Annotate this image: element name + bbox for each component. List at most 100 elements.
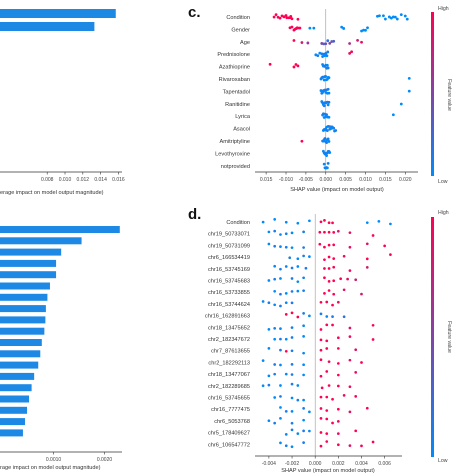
panel-c-point [326,50,330,54]
panel-d-point [279,416,282,420]
panel-d-point [290,428,294,432]
panel-d-point [383,244,386,248]
panel-c-point [324,42,328,46]
panel-d-point [354,395,358,398]
panel-d-point [331,303,334,307]
panel-d-point [342,315,346,319]
panel-c-point [364,28,367,32]
panel-d-point [261,220,265,224]
panel-d-point [365,242,369,246]
panel-d-point [273,218,277,221]
panel-d-point [296,265,300,268]
panel-d-point [267,301,271,305]
panel-d-point [371,323,375,327]
panel-d-point [336,407,340,411]
panel-c-point [407,89,411,93]
panel-d-point [389,222,392,226]
panel-d-point [273,396,277,399]
panel-c-point [360,40,363,44]
panel-d-point [325,323,329,327]
panel-b-xticks: 0.0010 0.0020 [46,452,112,463]
panel-d-xtick-label: 0.006 [378,461,391,467]
panel-d-point [354,348,358,352]
panel-c-xtick-label: 0.020 [399,177,412,183]
panel-b-bars [0,226,120,437]
panel-d-point [284,245,288,249]
panel-c-point [325,113,328,117]
panel-c-colorbar [431,12,434,176]
panel-d-point [348,410,352,414]
panel-d-point [302,276,305,280]
panel-d-point [290,266,294,270]
panel-d-point [267,374,271,378]
panel-b-bar [0,293,48,301]
panel-c-point [326,39,330,43]
panel-d-point [296,280,300,284]
panel-d-point [267,242,271,246]
panel-c-point [366,26,369,30]
panel-b-bar [0,384,32,392]
panel-d-feature-label: chr2_182289685 [208,384,250,390]
panel-d-point [365,257,369,261]
panel-c-point [328,151,332,154]
panel-a-bar-chart: 0.008 0.010 0.012 0.014 0.016 erage impact o… [0,9,125,196]
panel-d-point [319,220,323,224]
panel-c-point [282,15,286,19]
panel-a-xtick-label: 0.016 [112,177,125,183]
panel-d-point [302,230,305,234]
panel-c-point [325,54,329,58]
panel-d-point [267,346,271,350]
panel-a-xtick-label: 0.012 [77,177,90,183]
panel-d-point [325,370,329,373]
panel-d-colorbar-low: Low [438,458,448,464]
panel-c-point [327,140,331,143]
panel-d-xtick-label: 0.004 [355,461,368,467]
panel-c-point [268,62,272,66]
panel-c-point [348,51,352,55]
panel-d-point [348,269,352,272]
panel-d-point [284,265,288,268]
panel-d-point [302,246,305,249]
panel-d-feature-label: chr2_182347672 [208,337,250,343]
panel-d-feature-label: chr6_106547772 [208,442,250,448]
panel-d-point [290,326,294,329]
panel-c-point [326,137,330,141]
panel-d-point [325,300,329,304]
panel-a-xtick-label: 0.008 [41,177,54,183]
panel-d-xtick-label: 0.000 [309,461,322,467]
panel-d-point [308,255,311,258]
panel-c-feature-labels: Condition Gender Age Prednisolone Azathiopri… [215,15,251,170]
panel-d-point [365,221,369,225]
panel-d-point [273,372,277,376]
panel-c-point [306,41,310,45]
panel-d-point [279,348,282,352]
panel-d-point [284,372,288,376]
panel-d-point [336,347,340,350]
panel-c-point [326,103,330,107]
panel-d-point [323,267,326,270]
panel-b-bar [0,429,23,437]
panel-c-point [322,78,326,82]
panel-d-point [319,348,323,352]
panel-d-point [327,384,331,387]
panel-b-bar [0,395,30,403]
panel-c-point [332,126,336,130]
panel-b-bar [0,350,41,358]
panel-d-point [371,234,375,237]
panel-d-point [339,277,343,281]
panel-c-point [332,39,336,43]
panel-d-point [302,373,305,377]
panel-d-point [325,339,329,343]
panel-d-point [319,312,323,316]
panel-a-xticks: 0.008 0.010 0.012 0.014 0.016 [41,172,125,183]
panel-a-bar [0,9,116,18]
panel-d-point [308,314,311,318]
panel-b-bar [0,237,82,245]
panel-d-xticks: -0.004 -0.002 0.000 0.002 0.004 0.006 [262,456,391,467]
panel-d-point [290,373,294,376]
panel-c-feature-label: Asacol [233,127,250,133]
panel-d-point [325,440,329,443]
panel-d-point [290,311,294,315]
panel-c-point [326,87,330,91]
panel-d-point [319,328,323,331]
